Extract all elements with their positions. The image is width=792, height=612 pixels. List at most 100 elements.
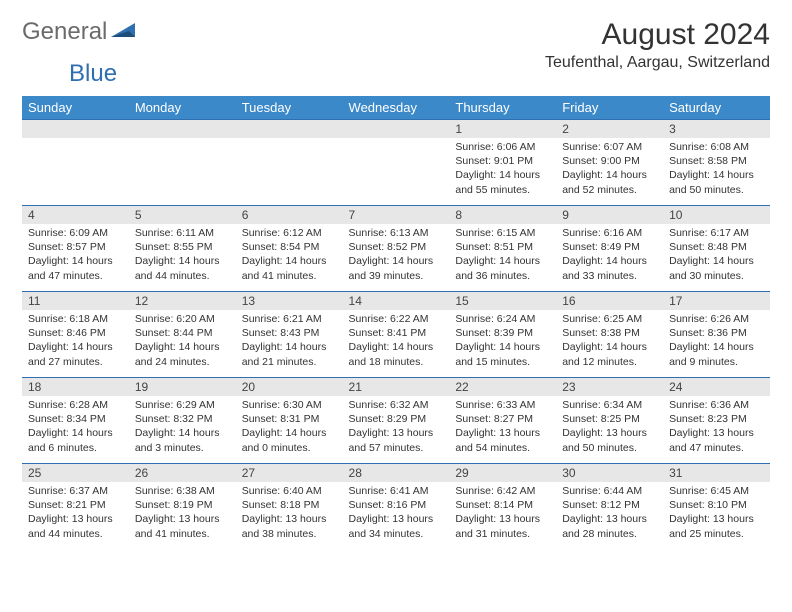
sunrise-line: Sunrise: 6:20 AM xyxy=(135,312,230,326)
daylight-line: Daylight: 14 hours and 12 minutes. xyxy=(562,340,657,368)
daylight-line: Daylight: 13 hours and 38 minutes. xyxy=(242,512,337,540)
sunset-line: Sunset: 8:21 PM xyxy=(28,498,123,512)
day-header: Thursday xyxy=(449,96,556,120)
sunrise-line: Sunrise: 6:25 AM xyxy=(562,312,657,326)
day-number: 7 xyxy=(343,206,450,224)
sunrise-line: Sunrise: 6:08 AM xyxy=(669,140,764,154)
day-cell xyxy=(343,120,450,206)
sunset-line: Sunset: 8:36 PM xyxy=(669,326,764,340)
day-details: Sunrise: 6:21 AMSunset: 8:43 PMDaylight:… xyxy=(236,310,343,373)
sunrise-line: Sunrise: 6:06 AM xyxy=(455,140,550,154)
sunset-line: Sunset: 8:46 PM xyxy=(28,326,123,340)
day-details: Sunrise: 6:44 AMSunset: 8:12 PMDaylight:… xyxy=(556,482,663,545)
sunset-line: Sunset: 8:38 PM xyxy=(562,326,657,340)
day-number: 30 xyxy=(556,464,663,482)
sunrise-line: Sunrise: 6:11 AM xyxy=(135,226,230,240)
day-header: Friday xyxy=(556,96,663,120)
day-number: 23 xyxy=(556,378,663,396)
sunrise-line: Sunrise: 6:30 AM xyxy=(242,398,337,412)
day-cell xyxy=(22,120,129,206)
day-details: Sunrise: 6:16 AMSunset: 8:49 PMDaylight:… xyxy=(556,224,663,287)
sunset-line: Sunset: 8:57 PM xyxy=(28,240,123,254)
day-number: 4 xyxy=(22,206,129,224)
sunrise-line: Sunrise: 6:33 AM xyxy=(455,398,550,412)
day-header-row: Sunday Monday Tuesday Wednesday Thursday… xyxy=(22,96,770,120)
sunrise-line: Sunrise: 6:07 AM xyxy=(562,140,657,154)
day-cell: 21Sunrise: 6:32 AMSunset: 8:29 PMDayligh… xyxy=(343,378,450,464)
day-cell: 16 Sunrise: 6:25 AMSunset: 8:38 PMDayligh… xyxy=(556,292,663,378)
day-number: 20 xyxy=(236,378,343,396)
daylight-line: Daylight: 13 hours and 50 minutes. xyxy=(562,426,657,454)
sunset-line: Sunset: 8:52 PM xyxy=(349,240,444,254)
day-number: 3 xyxy=(663,120,770,138)
sunrise-line: Sunrise: 6:15 AM xyxy=(455,226,550,240)
sunrise-line: Sunrise: 6:28 AM xyxy=(28,398,123,412)
sunrise-line: Sunrise: 6:32 AM xyxy=(349,398,444,412)
day-details: Sunrise: 6:17 AMSunset: 8:48 PMDaylight:… xyxy=(663,224,770,287)
day-number: 24 xyxy=(663,378,770,396)
day-cell: 17Sunrise: 6:26 AMSunset: 8:36 PMDayligh… xyxy=(663,292,770,378)
day-number: 8 xyxy=(449,206,556,224)
sunset-line: Sunset: 9:00 PM xyxy=(562,154,657,168)
empty-day-number xyxy=(343,120,450,138)
daylight-line: Daylight: 14 hours and 52 minutes. xyxy=(562,168,657,196)
day-details: Sunrise: 6:06 AMSunset: 9:01 PMDaylight:… xyxy=(449,138,556,201)
sunset-line: Sunset: 8:55 PM xyxy=(135,240,230,254)
day-number: 18 xyxy=(22,378,129,396)
sunrise-line: Sunrise: 6:34 AM xyxy=(562,398,657,412)
day-header: Tuesday xyxy=(236,96,343,120)
day-cell: 31Sunrise: 6:45 AMSunset: 8:10 PMDayligh… xyxy=(663,464,770,550)
week-row: 18 Sunrise: 6:28 AMSunset: 8:34 PM Dayligh… xyxy=(22,378,770,464)
daylight-line: Daylight: 14 hours and 21 minutes. xyxy=(242,340,337,368)
calendar-body: 1Sunrise: 6:06 AMSunset: 9:01 PMDaylight… xyxy=(22,120,770,550)
day-number: 26 xyxy=(129,464,236,482)
day-number: 13 xyxy=(236,292,343,310)
day-details: Sunrise: 6:18 AMSunset: 8:46 PMDaylight:… xyxy=(22,310,129,373)
sunrise-line: Sunrise: 6:41 AM xyxy=(349,484,444,498)
day-cell: 13Sunrise: 6:21 AMSunset: 8:43 PMDayligh… xyxy=(236,292,343,378)
sunrise-line: Sunrise: 6:44 AM xyxy=(562,484,657,498)
logo: General xyxy=(22,18,139,46)
day-cell: 15Sunrise: 6:24 AMSunset: 8:39 PMDayligh… xyxy=(449,292,556,378)
sunset-line: Sunset: 8:41 PM xyxy=(349,326,444,340)
day-details: Sunrise: 6:09 AMSunset: 8:57 PMDaylight:… xyxy=(22,224,129,287)
day-cell: 27Sunrise: 6:40 AMSunset: 8:18 PMDayligh… xyxy=(236,464,343,550)
day-number: 6 xyxy=(236,206,343,224)
sunrise-line: Sunrise: 6:09 AM xyxy=(28,226,123,240)
day-number: 11 xyxy=(22,292,129,310)
day-details: Sunrise: 6:42 AMSunset: 8:14 PMDaylight:… xyxy=(449,482,556,545)
sunset-line: Sunset: 8:51 PM xyxy=(455,240,550,254)
week-row: 4Sunrise: 6:09 AMSunset: 8:57 PMDaylight… xyxy=(22,206,770,292)
day-cell: 3Sunrise: 6:08 AMSunset: 8:58 PMDaylight… xyxy=(663,120,770,206)
daylight-line: Daylight: 14 hours and 33 minutes. xyxy=(562,254,657,282)
sunrise-line: Sunrise: 6:16 AM xyxy=(562,226,657,240)
day-header: Saturday xyxy=(663,96,770,120)
day-details: Sunrise: 6:11 AMSunset: 8:55 PMDaylight:… xyxy=(129,224,236,287)
sunset-line: Sunset: 8:34 PM xyxy=(28,412,123,426)
daylight-line: Daylight: 14 hours and 39 minutes. xyxy=(349,254,444,282)
day-details: Sunrise: 6:32 AMSunset: 8:29 PMDaylight:… xyxy=(343,396,450,459)
day-cell: 28Sunrise: 6:41 AMSunset: 8:16 PMDayligh… xyxy=(343,464,450,550)
day-number: 16 xyxy=(556,292,663,310)
week-row: 1Sunrise: 6:06 AMSunset: 9:01 PMDaylight… xyxy=(22,120,770,206)
daylight-line: Daylight: 14 hours and 41 minutes. xyxy=(242,254,337,282)
day-cell: 6Sunrise: 6:12 AMSunset: 8:54 PMDaylight… xyxy=(236,206,343,292)
day-cell: 8Sunrise: 6:15 AMSunset: 8:51 PMDaylight… xyxy=(449,206,556,292)
daylight-line: Daylight: 14 hours and 24 minutes. xyxy=(135,340,230,368)
daylight-line: Daylight: 14 hours and 44 minutes. xyxy=(135,254,230,282)
daylight-line: Daylight: 13 hours and 47 minutes. xyxy=(669,426,764,454)
day-details: Sunrise: 6:45 AMSunset: 8:10 PMDaylight:… xyxy=(663,482,770,545)
day-details: Sunrise: 6:36 AMSunset: 8:23 PMDaylight:… xyxy=(663,396,770,459)
daylight-line: Daylight: 14 hours and 47 minutes. xyxy=(28,254,123,282)
sunrise-line: Sunrise: 6:22 AM xyxy=(349,312,444,326)
sunset-line: Sunset: 9:01 PM xyxy=(455,154,550,168)
sunrise-line: Sunrise: 6:13 AM xyxy=(349,226,444,240)
daylight-line: Daylight: 13 hours and 31 minutes. xyxy=(455,512,550,540)
sunrise-line: Sunrise: 6:37 AM xyxy=(28,484,123,498)
sunset-line: Sunset: 8:44 PM xyxy=(135,326,230,340)
day-number: 29 xyxy=(449,464,556,482)
sunrise-line: Sunrise: 6:24 AM xyxy=(455,312,550,326)
day-header: Wednesday xyxy=(343,96,450,120)
sunrise-line: Sunrise: 6:36 AM xyxy=(669,398,764,412)
day-number: 9 xyxy=(556,206,663,224)
